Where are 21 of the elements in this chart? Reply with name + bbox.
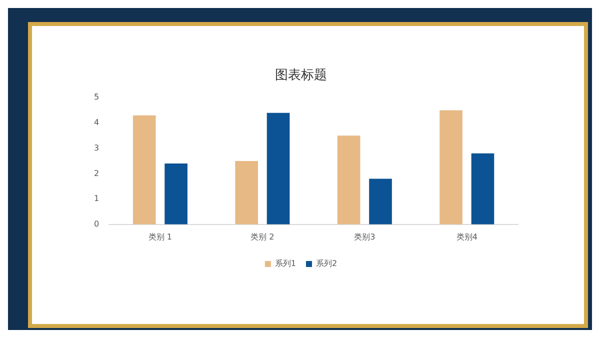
chart-title: 图表标题: [275, 68, 327, 84]
legend-label: 系列2: [316, 259, 338, 268]
bar: [132, 115, 156, 224]
y-tick-label: 2: [94, 168, 100, 178]
x-tick-label: 类别4: [456, 232, 478, 242]
x-tick-label: 类别3: [354, 232, 376, 242]
x-tick-label: 类别 2: [250, 232, 274, 242]
bar: [337, 136, 360, 224]
bar: [266, 112, 290, 224]
legend-label: 系列1: [274, 259, 296, 268]
y-tick-label: 1: [94, 194, 100, 204]
bar: [235, 161, 258, 224]
x-tick-label: 类别 1: [148, 232, 172, 242]
bar: [369, 178, 392, 224]
y-tick-label: 0: [94, 219, 100, 228]
bar: [471, 153, 494, 224]
y-tick-label: 4: [94, 118, 100, 128]
bar: [164, 164, 188, 224]
y-tick-label: 5: [94, 92, 100, 102]
y-tick-label: 3: [94, 143, 100, 152]
bar: [440, 110, 462, 224]
